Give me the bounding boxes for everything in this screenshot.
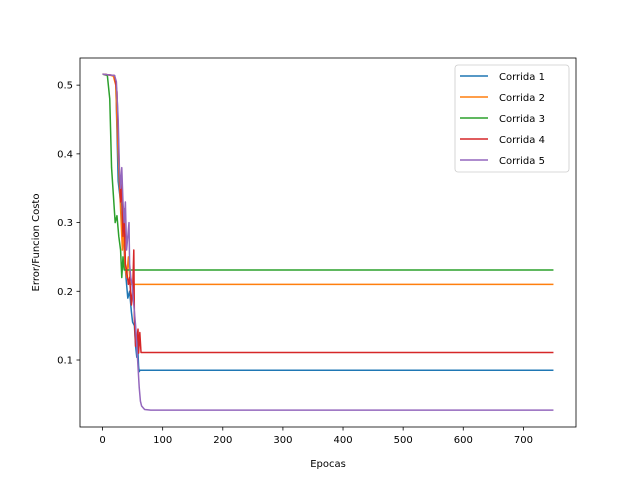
x-tick-label: 0 xyxy=(99,435,105,446)
y-tick-label: 0.2 xyxy=(57,287,73,298)
y-tick-label: 0.3 xyxy=(57,218,73,229)
series-lines xyxy=(102,73,554,411)
x-axis-label: Epocas xyxy=(310,459,346,470)
legend-label-4: Corrida 4 xyxy=(499,135,545,146)
legend-box xyxy=(454,64,570,173)
plot-frame xyxy=(79,57,577,428)
legend-label-1: Corrida 1 xyxy=(499,72,545,83)
x-tick-label: 300 xyxy=(273,435,292,446)
legend-label-3: Corrida 3 xyxy=(499,114,545,125)
y-tick-label: 0.5 xyxy=(57,81,73,92)
series-line-3 xyxy=(102,73,554,279)
x-tick-label: 100 xyxy=(153,435,172,446)
y-tick-label: 0.1 xyxy=(57,356,73,367)
legend-label-5: Corrida 5 xyxy=(499,156,545,167)
x-tick-label: 600 xyxy=(454,435,473,446)
x-tick-label: 500 xyxy=(394,435,413,446)
series-line-2 xyxy=(102,73,554,286)
y-axis-ticks: 0.1 0.2 0.3 0.4 0.5 xyxy=(57,81,80,367)
series-line-5 xyxy=(102,73,554,411)
x-tick-label: 400 xyxy=(333,435,352,446)
y-tick-label: 0.4 xyxy=(57,149,73,160)
legend-label-2: Corrida 2 xyxy=(499,93,545,104)
legend-items: Corrida 1 Corrida 2 Corrida 3 Corrida 4 Corr… xyxy=(460,72,545,167)
y-axis-label: Error/Funcion Costo xyxy=(31,194,42,292)
x-tick-label: 200 xyxy=(213,435,232,446)
x-tick-label: 700 xyxy=(514,435,533,446)
x-axis-ticks: 0 100 200 300 400 500 600 700 xyxy=(99,427,533,446)
legend: Corrida 1 Corrida 2 Corrida 3 Corrida 4 Corr… xyxy=(454,64,570,173)
